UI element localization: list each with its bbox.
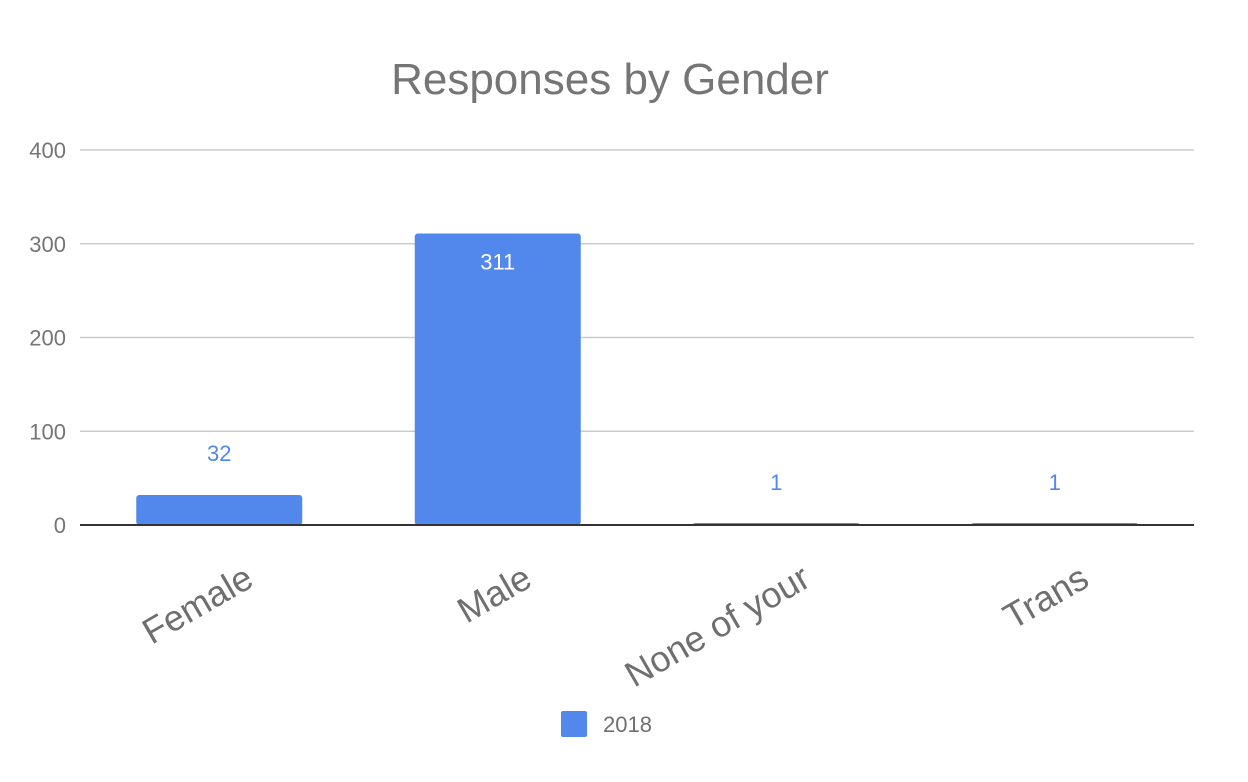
data-label: 311	[480, 249, 515, 274]
data-label: 32	[207, 441, 231, 466]
y-tick-label: 300	[29, 232, 66, 257]
grid-layer	[80, 149, 1194, 432]
bar-female	[136, 495, 303, 525]
y-tick-label: 400	[29, 138, 66, 163]
x-tick-label: Trans	[996, 556, 1095, 637]
x-tick-label: Male	[450, 556, 538, 631]
y-tick-label: 0	[54, 513, 66, 538]
x-tick-label: Female	[135, 556, 259, 652]
data-label: 1	[1049, 470, 1061, 495]
legend: 2018	[561, 711, 652, 737]
y-tick-label: 100	[29, 419, 66, 444]
x-tick-label: None of your	[618, 556, 817, 695]
chart-title: Responses by Gender	[391, 55, 829, 104]
y-tick-label: 200	[29, 326, 66, 351]
data-label: 1	[770, 470, 782, 495]
bar-layer	[136, 233, 1138, 525]
label-layer: 32 311 1 1	[207, 249, 1061, 495]
legend-label: 2018	[603, 712, 652, 737]
legend-swatch	[561, 711, 587, 737]
axis-layer: 0 100 200 300 400 Female Male None of your Trans	[29, 138, 1194, 695]
bar-male	[414, 233, 581, 525]
